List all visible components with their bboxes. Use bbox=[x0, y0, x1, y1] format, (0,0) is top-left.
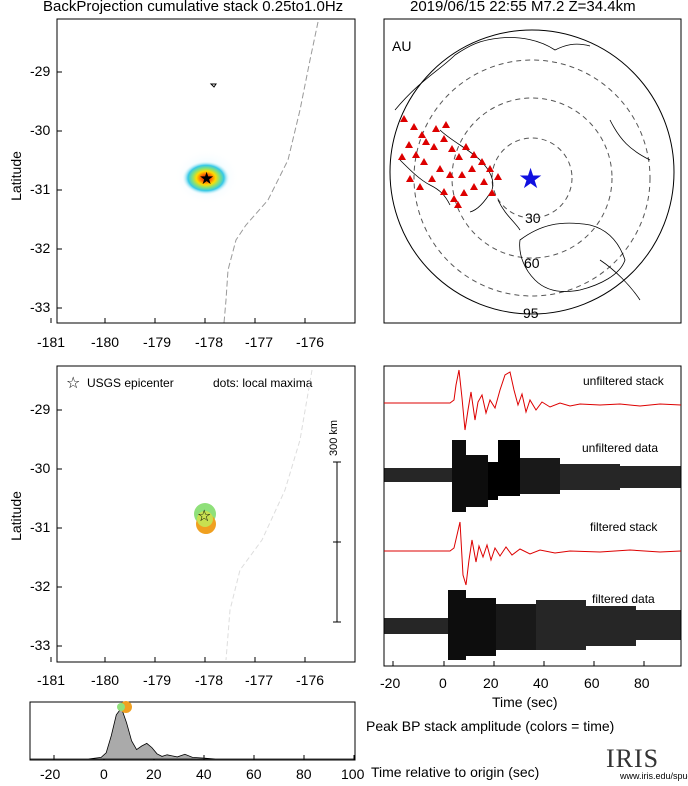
seismogram-ticks bbox=[392, 661, 645, 666]
y-tick: -31 bbox=[30, 519, 51, 535]
x-tick: -179 bbox=[143, 334, 172, 350]
y-tick: -31 bbox=[30, 181, 51, 197]
x-tick: 0 bbox=[100, 766, 108, 782]
star-legend-icon: ☆ bbox=[66, 375, 81, 392]
ring-label-60: 60 bbox=[524, 255, 540, 271]
ring-label-30: 30 bbox=[525, 210, 541, 226]
epicenter-star-outline-icon: ☆ bbox=[197, 508, 211, 525]
x-tick: -20 bbox=[40, 766, 61, 782]
local-maxima-dot-yellow bbox=[197, 511, 213, 527]
iris-url: www.iris.edu/spud bbox=[620, 771, 688, 781]
ring-60 bbox=[451, 97, 613, 259]
map-frame bbox=[383, 18, 682, 324]
ring-label-95: 95 bbox=[523, 305, 539, 321]
x-tick: -181 bbox=[37, 334, 66, 350]
y-tick: -32 bbox=[30, 240, 51, 256]
iris-logo: IRIS bbox=[606, 744, 660, 773]
amplitude-frame bbox=[29, 701, 356, 761]
station-triangles bbox=[398, 115, 502, 208]
x-tick: 40 bbox=[196, 766, 212, 782]
x-tick: 40 bbox=[533, 675, 549, 691]
x-tick: 60 bbox=[246, 766, 262, 782]
legend-dots-label: dots: local maxima bbox=[213, 376, 313, 390]
trace-label-filtered-stack: filtered stack bbox=[590, 520, 658, 534]
trench-line-faint bbox=[225, 369, 313, 661]
y-tick: -30 bbox=[30, 460, 51, 476]
seismogram-frame bbox=[383, 365, 682, 667]
x-tick: 80 bbox=[634, 675, 650, 691]
ring-95 bbox=[413, 59, 651, 297]
x-tick: 60 bbox=[584, 675, 600, 691]
x-tick: 20 bbox=[146, 766, 162, 782]
x-tick: 80 bbox=[296, 766, 312, 782]
peak-amplitude-caption: Peak BP stack amplitude (colors = time) bbox=[366, 718, 615, 734]
heatmap-blob bbox=[182, 161, 230, 195]
x-tick: -178 bbox=[195, 672, 224, 688]
y-tick: -30 bbox=[30, 122, 51, 138]
x-tick: 100 bbox=[341, 766, 365, 782]
y-tick: -29 bbox=[30, 63, 51, 79]
trace-unfiltered-stack bbox=[384, 369, 682, 431]
y-tick: -29 bbox=[30, 401, 51, 417]
left-panel-title: BackProjection cumulative stack 0.25to1.… bbox=[43, 0, 344, 15]
x-tick: -176 bbox=[296, 334, 325, 350]
trace-label-unfiltered-data: unfiltered data bbox=[582, 441, 659, 455]
island-mark bbox=[209, 83, 217, 88]
x-tick: 0 bbox=[439, 675, 447, 691]
x-tick: -180 bbox=[91, 334, 120, 350]
x-tick: -181 bbox=[37, 672, 66, 688]
bottom-xlabel: Time relative to origin (sec) bbox=[371, 764, 540, 780]
map-region-label: AU bbox=[392, 38, 412, 54]
x-tick: -177 bbox=[245, 334, 274, 350]
amplitude-peak-dot-green bbox=[117, 703, 125, 711]
y-tick: -32 bbox=[30, 578, 51, 594]
trace-filtered-stack bbox=[384, 521, 682, 586]
x-tick: -180 bbox=[91, 672, 120, 688]
mid-left-ticks bbox=[50, 409, 306, 662]
epicenter-star-blue-icon: ★ bbox=[518, 163, 543, 194]
ring-30 bbox=[491, 137, 573, 219]
y-tick: -33 bbox=[30, 637, 51, 653]
x-tick: -20 bbox=[380, 675, 401, 691]
x-tick: 20 bbox=[483, 675, 499, 691]
x-tick: -178 bbox=[195, 334, 224, 350]
peak-amplitude-area bbox=[30, 707, 355, 760]
right-xlabel: Time (sec) bbox=[492, 694, 558, 710]
trace-unfiltered-data bbox=[384, 440, 681, 512]
mid-left-plot-frame bbox=[56, 365, 356, 663]
scale-bar bbox=[333, 461, 341, 623]
epicenter-star-icon: ★ bbox=[199, 169, 214, 188]
legend-epicenter-label: USGS epicenter bbox=[87, 376, 174, 390]
coastlines bbox=[394, 37, 651, 301]
x-tick: -179 bbox=[143, 672, 172, 688]
trace-label-unfiltered-stack: unfiltered stack bbox=[583, 374, 664, 388]
event-title: 2019/06/15 22:55 M7.2 Z=34.4km bbox=[410, 0, 636, 15]
top-left-ticks bbox=[50, 71, 306, 323]
x-tick: -177 bbox=[245, 672, 274, 688]
trace-label-filtered-data: filtered data bbox=[592, 592, 655, 606]
y-tick: -33 bbox=[30, 299, 51, 315]
trace-filtered-data bbox=[384, 590, 681, 660]
trench-line bbox=[223, 21, 319, 324]
x-tick: -176 bbox=[296, 672, 325, 688]
top-left-plot-frame bbox=[56, 18, 356, 324]
map-outer-circle bbox=[389, 29, 675, 315]
